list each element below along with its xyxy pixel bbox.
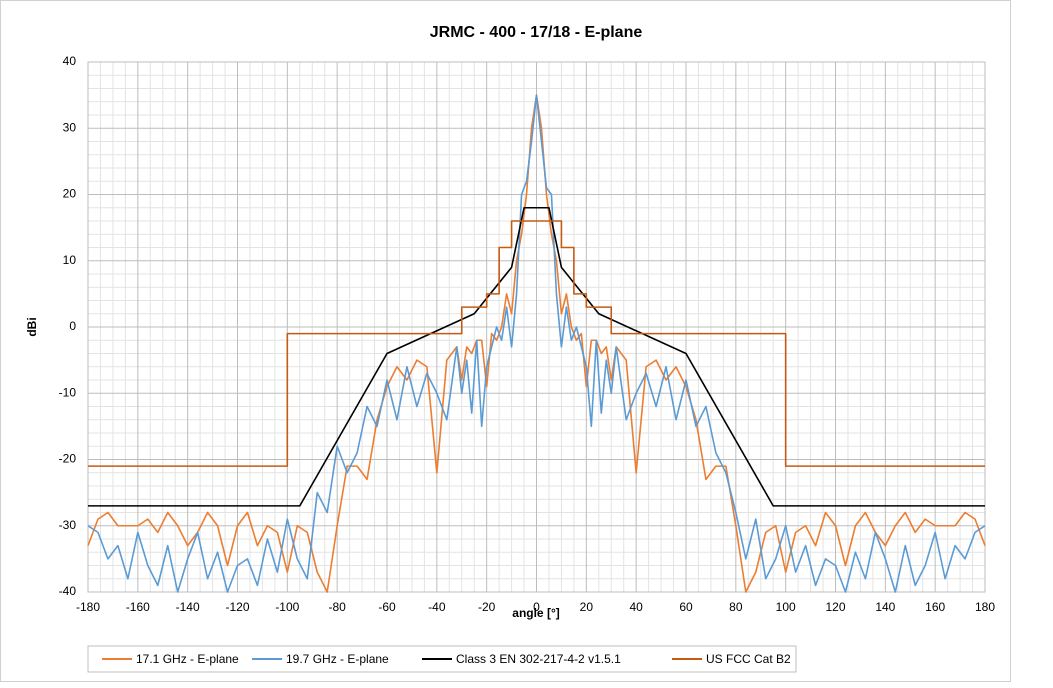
x-tick-label: -180 xyxy=(76,600,100,614)
x-tick-label: -60 xyxy=(378,600,396,614)
x-tick-label: 60 xyxy=(679,600,693,614)
series-line xyxy=(87,94,986,593)
chart-frame xyxy=(0,0,1011,682)
x-tick-label: 20 xyxy=(580,600,594,614)
chart-title: JRMC - 400 - 17/18 - E-plane xyxy=(430,24,643,41)
series-line xyxy=(88,206,985,507)
y-tick-label: 30 xyxy=(63,120,77,134)
x-tick-label: 0 xyxy=(533,600,540,614)
x-tick-label: -40 xyxy=(428,600,446,614)
legend-label: 19.7 GHz - E-plane xyxy=(286,652,389,666)
y-tick-label: -30 xyxy=(59,518,77,532)
x-axis-label: angle [°] xyxy=(512,606,559,620)
x-tick-label: 140 xyxy=(875,600,895,614)
x-tick-label: 160 xyxy=(925,600,945,614)
y-tick-label: 20 xyxy=(63,187,77,201)
series-line xyxy=(88,220,985,467)
x-tick-label: -120 xyxy=(225,600,249,614)
x-tick-label: -160 xyxy=(126,600,150,614)
y-tick-label: 0 xyxy=(69,319,76,333)
y-tick-label: 40 xyxy=(63,54,77,68)
x-tick-label: 40 xyxy=(629,600,643,614)
legend-label: 17.1 GHz - E-plane xyxy=(136,652,239,666)
y-tick-label: 10 xyxy=(63,253,77,267)
x-tick-label: 80 xyxy=(729,600,743,614)
x-tick-label: -80 xyxy=(328,600,346,614)
x-tick-label: 180 xyxy=(975,600,995,614)
y-tick-label: -10 xyxy=(59,385,77,399)
legend-label: Class 3 EN 302-217-4-2 v1.5.1 xyxy=(456,652,621,666)
plot-border xyxy=(87,61,986,593)
y-axis-label: dBi xyxy=(25,317,39,336)
y-tick-label: -20 xyxy=(59,452,77,466)
legend-label: US FCC Cat B2 xyxy=(706,652,791,666)
x-tick-label: 100 xyxy=(776,600,796,614)
x-tick-label: 120 xyxy=(825,600,845,614)
x-tick-label: -100 xyxy=(275,600,299,614)
x-tick-label: -20 xyxy=(478,600,496,614)
y-tick-label: -40 xyxy=(59,584,77,598)
x-tick-label: -140 xyxy=(176,600,200,614)
